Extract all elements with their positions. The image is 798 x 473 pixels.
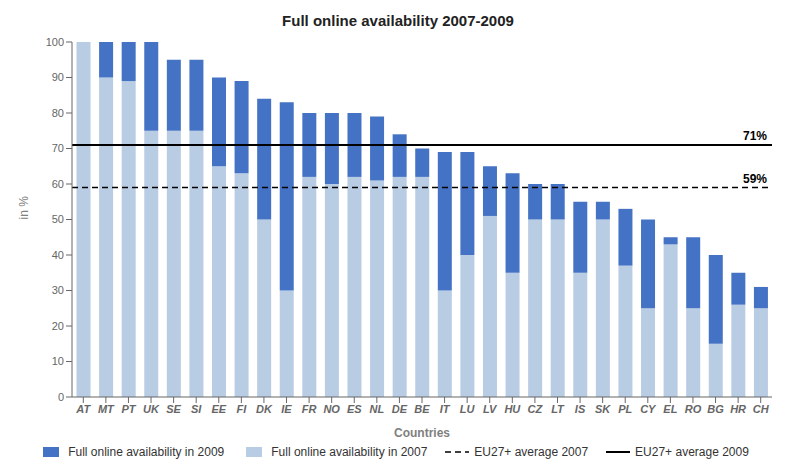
svg-text:80: 80 [52,107,64,119]
svg-text:SI: SI [191,403,202,415]
html-text:EU27+ average 2009: EU27+ average 2009 [635,445,749,459]
svg-text:20: 20 [52,320,64,332]
svg-text:NO: NO [323,403,340,415]
html-text:EU27+ average 2007: EU27+ average 2007 [474,445,589,459]
svg-text:70: 70 [52,142,64,154]
svg-text:DK: DK [256,403,273,415]
svg-text:CY: CY [640,403,657,415]
svg-text:IS: IS [575,403,586,415]
svg-text:71%: 71% [743,129,767,143]
svg-text:EE: EE [211,403,226,415]
svg-text:FR: FR [302,403,317,415]
svg-text:CZ: CZ [528,403,544,415]
svg-text:SK: SK [595,403,611,415]
svg-text:59%: 59% [743,172,767,186]
svg-text:IE: IE [281,403,292,415]
svg-text:UK: UK [143,403,160,415]
svg-text:SE: SE [166,403,181,415]
svg-text:30: 30 [52,284,64,296]
svg-text:NL: NL [370,403,385,415]
svg-text:40: 40 [52,249,64,261]
html-text:Full online availability in 20: Full online availability in 2007 [271,445,428,459]
svg-text:EL: EL [663,403,677,415]
html-text:Full online availability 2007-: Full online availability 2007-2009 [282,12,514,29]
svg-text:HU: HU [504,403,521,415]
html-text:Full online availability in 20: Full online availability in 2009 [68,445,225,459]
svg-text:IT: IT [440,403,451,415]
svg-text:BE: BE [414,403,430,415]
svg-text:LV: LV [483,403,498,415]
svg-text:PT: PT [121,403,136,415]
svg-text:50: 50 [52,213,64,225]
svg-text:ES: ES [347,403,362,415]
svg-text:90: 90 [52,71,64,83]
svg-text:100: 100 [46,36,64,48]
svg-text:AT: AT [75,403,91,415]
svg-text:HR: HR [730,403,746,415]
svg-text:60: 60 [52,178,64,190]
svg-text:10: 10 [52,355,64,367]
svg-text:CH: CH [753,403,770,415]
svg-text:in %: in % [17,196,31,220]
svg-text:FI: FI [236,403,247,415]
svg-text:MT: MT [98,403,115,415]
svg-text:DE: DE [392,403,408,415]
svg-text:LU: LU [460,403,476,415]
svg-text:RO: RO [685,403,702,415]
svg-text:LT: LT [551,403,565,415]
svg-text:Countries: Countries [394,426,450,440]
svg-text:0: 0 [58,391,64,403]
svg-text:PL: PL [618,403,632,415]
svg-text:BG: BG [707,403,724,415]
